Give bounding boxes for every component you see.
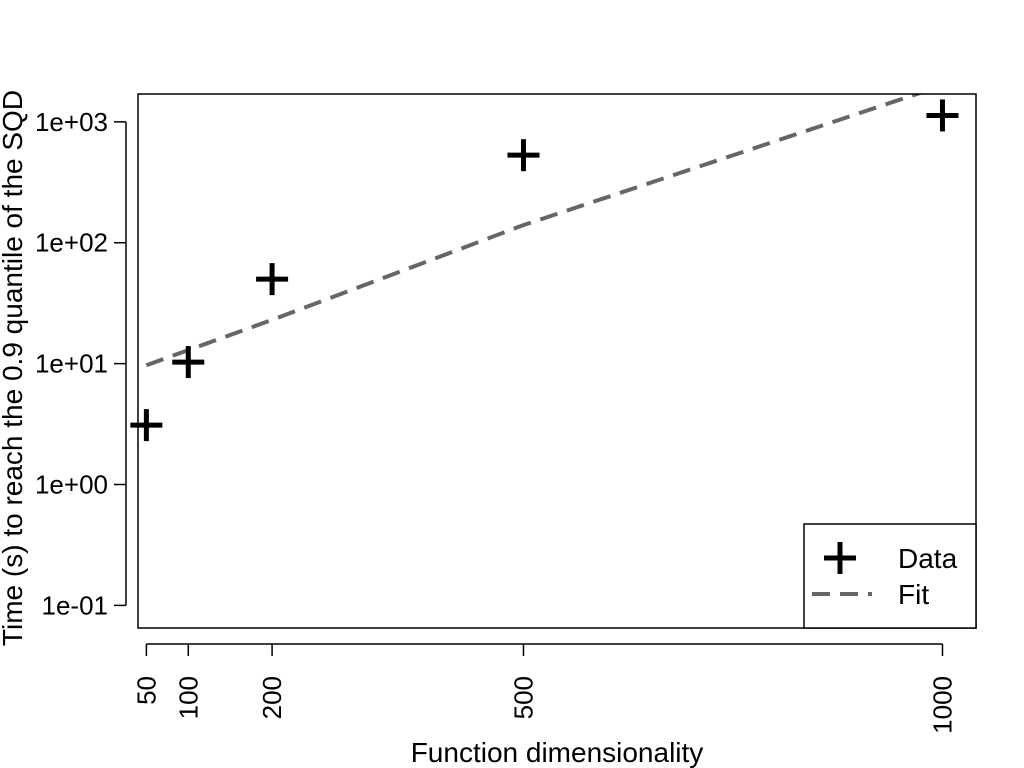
x-tick-label: 50 xyxy=(131,676,161,705)
legend-marker-data xyxy=(824,542,856,574)
y-tick-label: 1e+01 xyxy=(35,349,108,379)
data-point xyxy=(172,346,205,379)
y-tick-label: 1e+02 xyxy=(35,228,108,258)
x-tick-label: 100 xyxy=(173,676,203,719)
y-tick-label: 1e+00 xyxy=(35,470,108,500)
x-tick-label: 1000 xyxy=(927,676,957,734)
plot-area xyxy=(130,94,959,442)
x-axis: 50 100 200 500 1000 xyxy=(131,643,957,734)
plot-frame xyxy=(137,93,977,629)
legend: Data Fit xyxy=(803,523,977,629)
y-axis: 1e-01 1e+00 1e+01 1e+02 1e+03 xyxy=(35,107,127,620)
x-tick-label: 500 xyxy=(508,676,538,719)
y-tick-label: 1e-01 xyxy=(42,590,109,620)
y-axis-title: Time (s) to reach the 0.9 quantile of th… xyxy=(0,90,28,646)
data-point xyxy=(130,409,163,442)
legend-box xyxy=(803,523,977,629)
data-point xyxy=(926,99,959,132)
legend-label-fit: Fit xyxy=(898,579,929,610)
legend-label-data: Data xyxy=(898,543,958,574)
fit-line xyxy=(145,94,924,368)
data-point xyxy=(507,139,540,172)
x-tick-label: 200 xyxy=(257,676,287,719)
data-point xyxy=(256,263,289,296)
y-tick-label: 1e+03 xyxy=(35,107,108,137)
x-axis-title: Function dimensionality xyxy=(411,737,704,768)
